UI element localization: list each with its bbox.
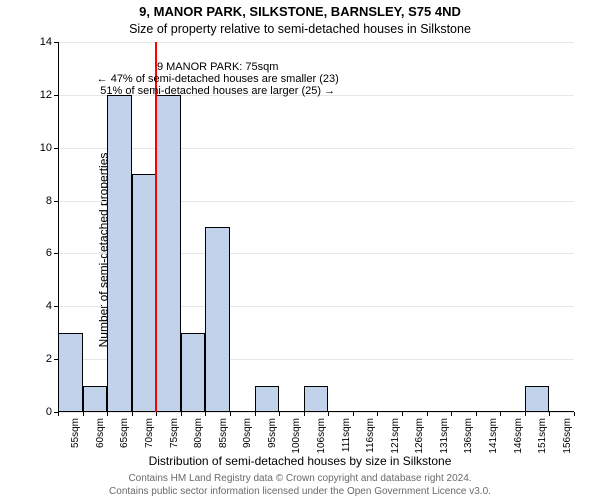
bar	[58, 333, 83, 412]
y-tick-mark	[54, 306, 58, 307]
bar	[304, 386, 329, 412]
chart-subtitle: Size of property relative to semi-detach…	[0, 22, 600, 36]
annotation-box: 9 MANOR PARK: 75sqm← 47% of semi-detache…	[97, 61, 339, 97]
footer-line-1: Contains HM Land Registry data © Crown c…	[0, 473, 600, 486]
x-tick-label: 131sqm	[439, 418, 450, 454]
x-tick-mark	[500, 412, 501, 416]
x-tick-label: 116sqm	[365, 418, 376, 453]
x-tick-label: 126sqm	[414, 418, 425, 454]
x-tick-label: 70sqm	[144, 418, 155, 448]
x-tick-mark	[304, 412, 305, 416]
x-tick-label: 106sqm	[316, 418, 327, 454]
x-tick-label: 151sqm	[537, 418, 548, 454]
x-tick-label: 95sqm	[267, 418, 278, 448]
y-tick-mark	[54, 42, 58, 43]
x-tick-mark	[205, 412, 206, 416]
x-tick-mark	[83, 412, 84, 416]
bar	[107, 95, 132, 412]
x-tick-mark	[255, 412, 256, 416]
annotation-line: 9 MANOR PARK: 75sqm	[97, 61, 339, 73]
x-tick-mark	[230, 412, 231, 416]
x-tick-mark	[279, 412, 280, 416]
bar	[156, 95, 181, 412]
x-tick-label: 85sqm	[218, 418, 229, 448]
x-tick-label: 60sqm	[95, 418, 106, 448]
x-tick-label: 100sqm	[291, 418, 302, 454]
bar	[205, 227, 230, 412]
y-tick-mark	[54, 359, 58, 360]
y-axis-line	[58, 42, 59, 412]
x-tick-mark	[132, 412, 133, 416]
y-tick-mark	[54, 201, 58, 202]
annotation-line: ← 47% of semi-detached houses are smalle…	[97, 73, 339, 85]
footer-line-2: Contains public sector information licen…	[0, 486, 600, 499]
x-tick-label: 80sqm	[193, 418, 204, 448]
chart-title: 9, MANOR PARK, SILKSTONE, BARNSLEY, S75 …	[0, 4, 600, 19]
x-tick-mark	[377, 412, 378, 416]
x-tick-mark	[353, 412, 354, 416]
x-tick-label: 90sqm	[242, 418, 253, 448]
bar	[255, 386, 280, 412]
x-axis-label: Distribution of semi-detached houses by …	[0, 454, 600, 468]
bar	[525, 386, 550, 412]
x-tick-mark	[107, 412, 108, 416]
x-tick-label: 121sqm	[390, 418, 401, 454]
x-tick-mark	[549, 412, 550, 416]
y-tick-mark	[54, 95, 58, 96]
x-tick-mark	[451, 412, 452, 416]
x-tick-mark	[156, 412, 157, 416]
x-tick-label: 141sqm	[488, 418, 499, 454]
x-tick-mark	[427, 412, 428, 416]
footer-attribution: Contains HM Land Registry data © Crown c…	[0, 473, 600, 498]
plot-area: 02468101214 55sqm60sqm65sqm70sqm75sqm80s…	[58, 42, 574, 412]
x-tick-label: 65sqm	[119, 418, 130, 448]
annotation-line: 51% of semi-detached houses are larger (…	[97, 85, 339, 97]
x-tick-mark	[574, 412, 575, 416]
x-tick-mark	[328, 412, 329, 416]
bar	[132, 174, 157, 412]
x-axis-line	[58, 411, 574, 412]
reference-line	[155, 42, 157, 412]
x-tick-label: 75sqm	[169, 418, 180, 448]
y-tick-mark	[54, 148, 58, 149]
x-tick-label: 146sqm	[513, 418, 524, 454]
x-tick-mark	[525, 412, 526, 416]
x-tick-mark	[181, 412, 182, 416]
x-tick-mark	[476, 412, 477, 416]
x-tick-mark	[402, 412, 403, 416]
x-tick-label: 156sqm	[562, 418, 573, 454]
x-tick-label: 111sqm	[341, 418, 352, 452]
x-tick-label: 136sqm	[463, 418, 474, 454]
x-tick-mark	[58, 412, 59, 416]
gridline	[58, 412, 574, 413]
x-tick-label: 55sqm	[70, 418, 81, 448]
bar	[83, 386, 108, 412]
bars-layer	[58, 42, 574, 412]
y-tick-mark	[54, 253, 58, 254]
bar	[181, 333, 206, 412]
